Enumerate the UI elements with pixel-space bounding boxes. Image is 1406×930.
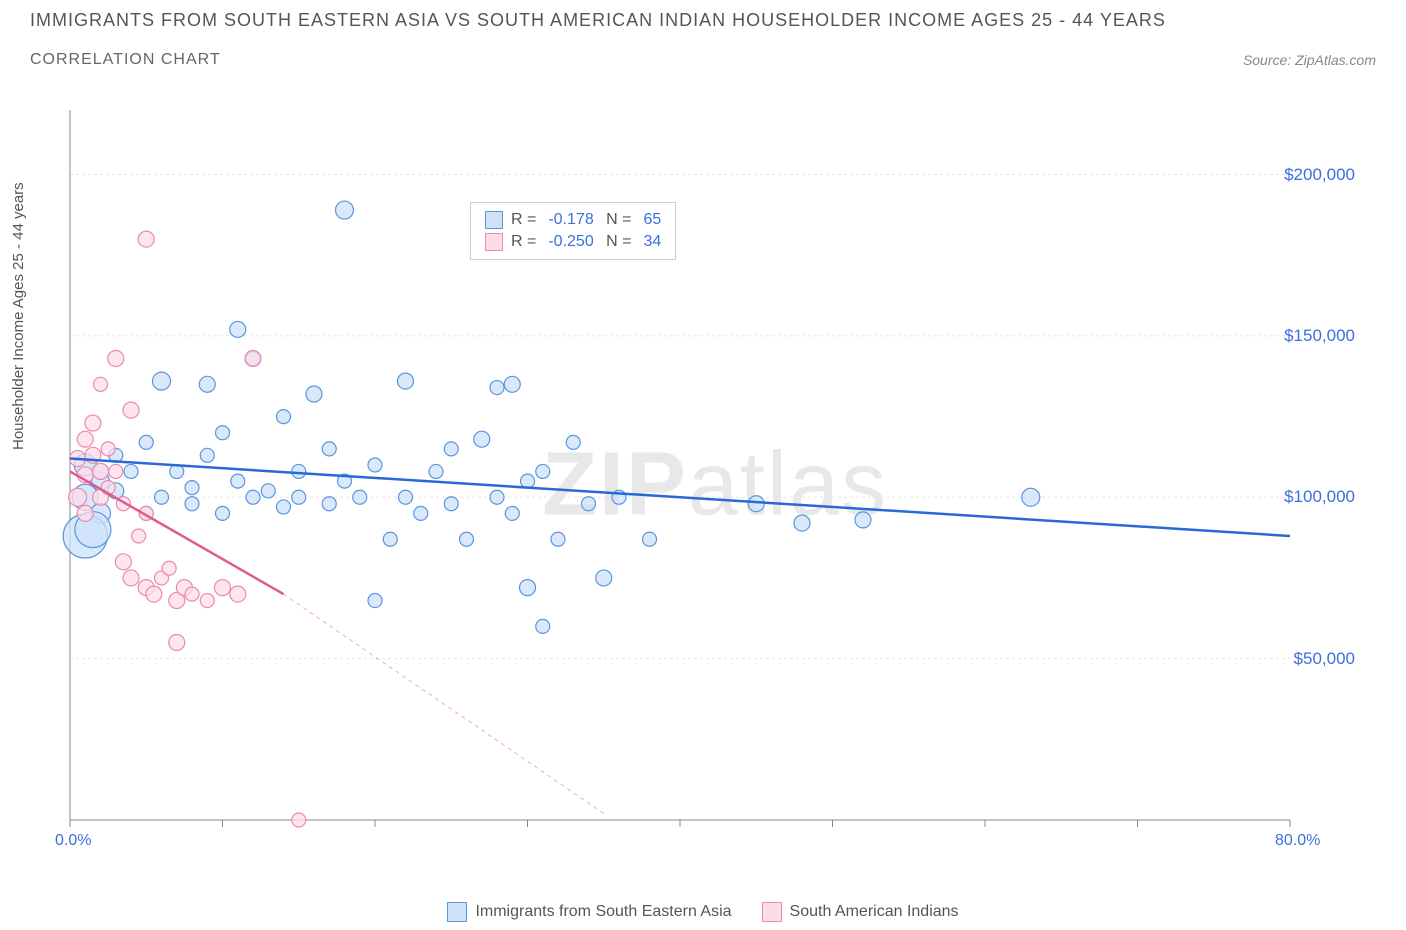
source-attribution: Source: ZipAtlas.com (1243, 52, 1376, 68)
y-axis-label: Householder Income Ages 25 - 44 years (10, 182, 27, 450)
y-tick-label: $200,000 (1284, 165, 1355, 185)
y-tick-label: $50,000 (1294, 649, 1355, 669)
y-tick-label: $150,000 (1284, 326, 1355, 346)
x-tick-label: 0.0% (55, 832, 91, 850)
correlation-legend: R =-0.178 N =65 R =-0.250 N =34 (470, 202, 676, 260)
legend-item: South American Indians (762, 902, 959, 922)
chart-title: IMMIGRANTS FROM SOUTH EASTERN ASIA VS SO… (30, 10, 1376, 31)
legend-row: R =-0.178 N =65 (485, 209, 661, 231)
chart-subtitle: CORRELATION CHART (30, 51, 221, 69)
y-tick-label: $100,000 (1284, 487, 1355, 507)
series-legend: Immigrants from South Eastern Asia South … (0, 902, 1406, 922)
plot-svg (60, 100, 1370, 870)
legend-row: R =-0.250 N =34 (485, 231, 661, 253)
x-tick-label: 80.0% (1275, 832, 1320, 850)
legend-item: Immigrants from South Eastern Asia (447, 902, 731, 922)
scatter-chart: ZIPatlas R =-0.178 N =65 R =-0.250 N =34… (60, 100, 1370, 870)
